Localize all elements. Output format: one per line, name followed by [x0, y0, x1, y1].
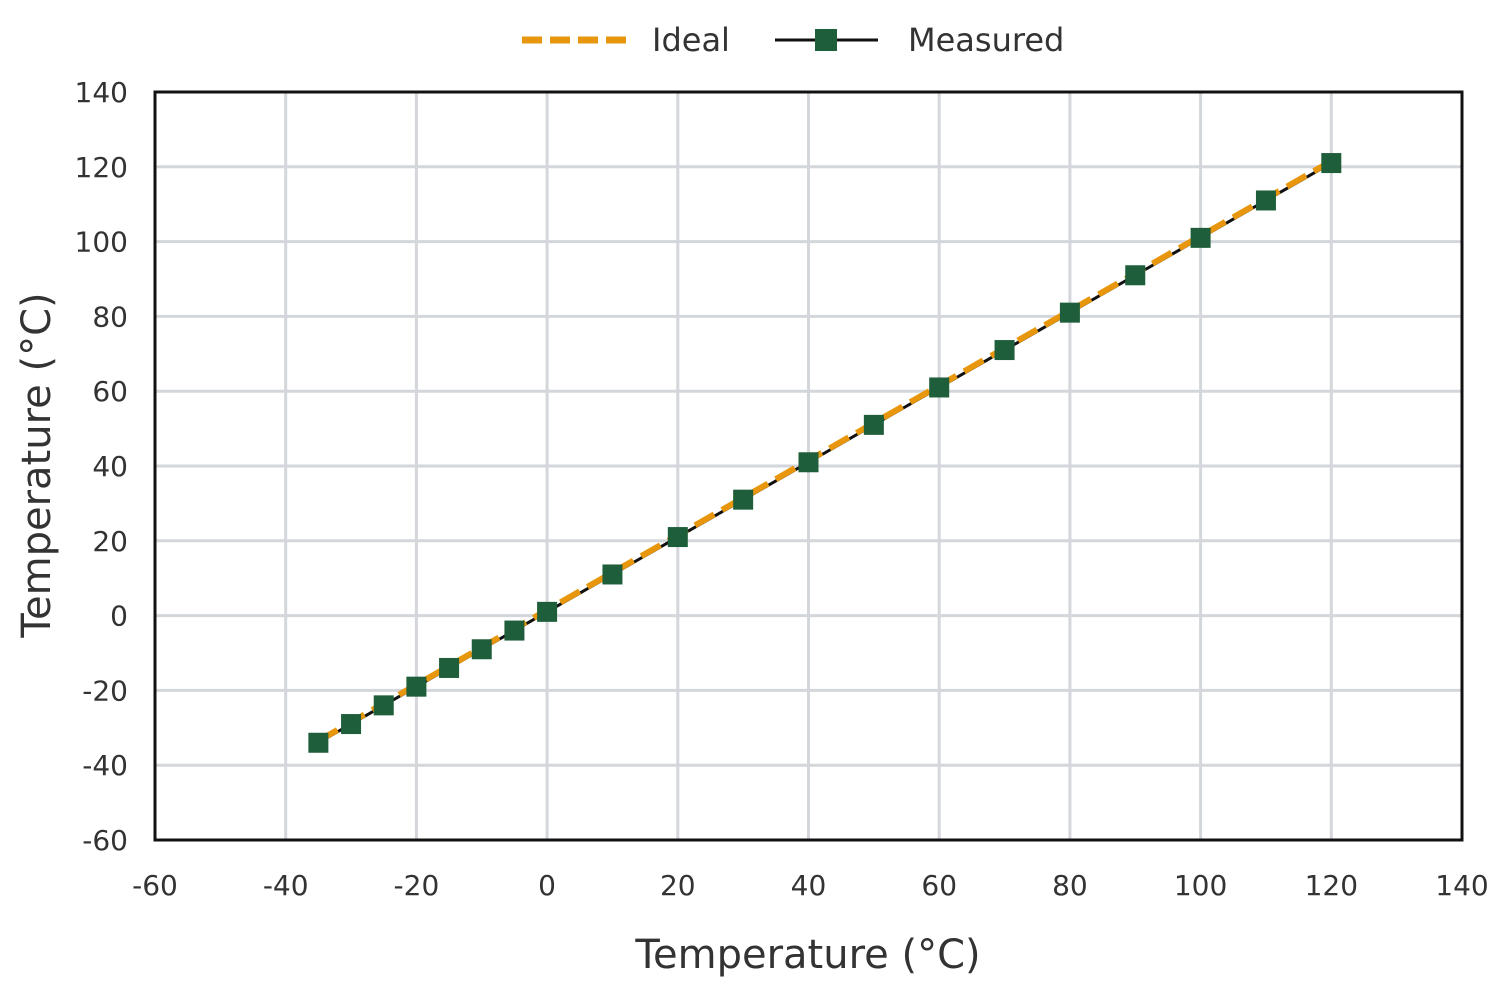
x-tick-label: 80 — [1052, 869, 1088, 902]
y-tick-label: 20 — [92, 525, 128, 558]
x-tick-label: 120 — [1305, 869, 1358, 902]
measured-point — [537, 601, 558, 622]
y-tick-label: 120 — [75, 151, 128, 184]
y-tick-label: 140 — [75, 76, 128, 109]
measured-point — [1059, 302, 1080, 323]
y-axis-title: Temperature (°C) — [14, 292, 60, 638]
measured-point — [602, 564, 623, 585]
measured-point — [341, 714, 362, 735]
measured-point — [504, 620, 525, 641]
legend-ideal-label: Ideal — [652, 21, 730, 59]
y-tick-label: 60 — [92, 375, 128, 408]
y-tick-label: -20 — [82, 674, 128, 707]
ideal-line — [316, 158, 1333, 744]
x-tick-label: 100 — [1174, 869, 1227, 902]
y-tick-label: 0 — [110, 600, 128, 633]
x-tick-labels: -60 -40 -20 0 20 40 60 80 100 120 140 — [132, 869, 1489, 902]
x-tick-label: 140 — [1435, 869, 1488, 902]
measured-point — [1321, 153, 1342, 174]
legend-measured-label: Measured — [908, 21, 1064, 59]
measured-point — [1125, 265, 1146, 286]
legend-measured-marker — [815, 29, 837, 51]
measured-point — [798, 452, 819, 473]
y-tick-label: 40 — [92, 450, 128, 483]
measured-point — [733, 489, 754, 510]
y-tick-label: -60 — [82, 824, 128, 857]
x-tick-label: 20 — [660, 869, 696, 902]
x-tick-label: 40 — [791, 869, 827, 902]
y-tick-labels: -60 -40 -20 0 20 40 60 80 100 120 140 — [75, 76, 128, 857]
x-axis-title: Temperature (°C) — [634, 932, 980, 978]
measured-point — [308, 732, 329, 753]
x-tick-label: 60 — [921, 869, 957, 902]
measured-point — [994, 340, 1015, 361]
measured-point — [373, 695, 394, 716]
measured-point — [863, 414, 884, 435]
y-tick-label: 80 — [92, 300, 128, 333]
measured-point — [406, 676, 427, 697]
x-tick-label: -40 — [263, 869, 309, 902]
measured-point — [929, 377, 950, 398]
series-layer — [308, 153, 1342, 753]
measured-point — [471, 639, 492, 660]
x-tick-label: -20 — [394, 869, 440, 902]
plot-frame — [153, 90, 1464, 842]
measured-point — [439, 657, 460, 678]
measured-point — [667, 527, 688, 548]
x-tick-label: -60 — [132, 869, 178, 902]
y-tick-label: -40 — [82, 749, 128, 782]
x-tick-label: 0 — [538, 869, 556, 902]
measured-point — [1255, 190, 1276, 211]
measured-point — [1190, 227, 1211, 248]
legend: Ideal Measured — [522, 21, 1064, 59]
y-tick-label: 100 — [75, 226, 128, 259]
